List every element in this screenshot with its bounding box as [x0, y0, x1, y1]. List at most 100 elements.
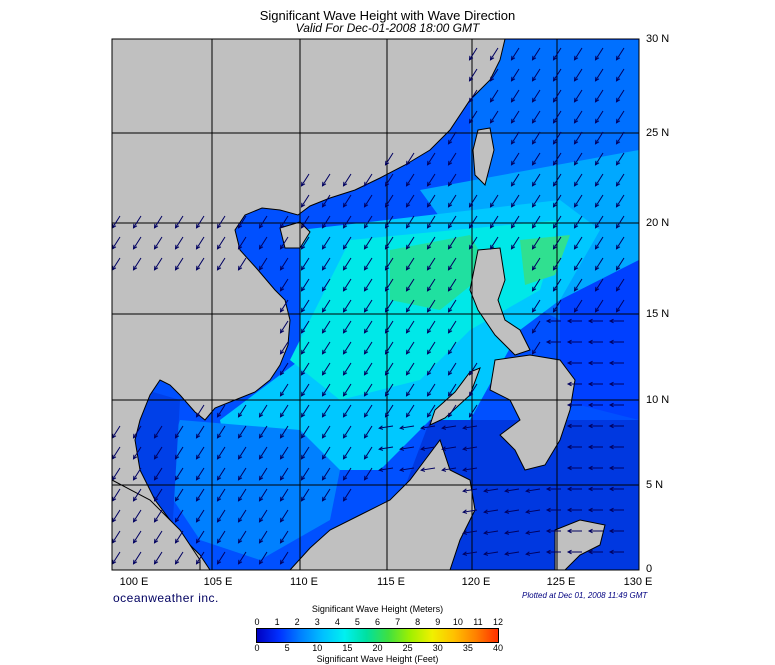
wave-arrow-head [132, 559, 138, 565]
wave-arrow-head [552, 265, 558, 271]
wave-arrow-head [525, 551, 531, 556]
wave-arrow [469, 194, 478, 208]
wave-arrow [574, 110, 583, 124]
wave-arrow-head [573, 307, 579, 313]
wave-arrow [364, 299, 373, 313]
wave-arrow-head [279, 307, 285, 313]
wave-arrow [322, 404, 331, 418]
wave-arrow [406, 152, 415, 166]
wave-arrow-head [279, 265, 285, 271]
wave-arrow [259, 530, 268, 544]
legend-meter-tick: 2 [294, 617, 300, 627]
wave-arrow [448, 131, 457, 145]
wave-arrow [217, 446, 226, 460]
wave-arrow-head [132, 538, 138, 544]
wave-arrow-head [237, 454, 243, 460]
wave-arrow [175, 236, 184, 250]
wave-arrow-head [608, 444, 614, 450]
brand-logo-text: oceanweather inc. [113, 591, 219, 605]
wave-arrow-head [608, 402, 614, 408]
wave-arrow [364, 425, 373, 439]
legend-meter-tick: 11 [473, 617, 483, 627]
legend-meter-tick: 6 [374, 617, 380, 627]
wave-arrow-head [447, 307, 453, 313]
wave-arrow-head [153, 454, 159, 460]
wave-arrow [448, 173, 457, 187]
wave-arrow [364, 467, 373, 481]
wave-arrow [595, 152, 604, 166]
wave-arrow [280, 509, 289, 523]
wave-arrow [400, 467, 415, 471]
wave-arrow-head [545, 318, 551, 324]
wave-arrow [406, 320, 415, 334]
wave-arrow [259, 425, 268, 439]
wave-arrow [364, 257, 373, 271]
wave-arrow [553, 89, 562, 103]
wave-arrow-head [573, 55, 579, 61]
wave-arrow [280, 404, 289, 418]
wave-arrow-head [216, 496, 222, 502]
wave-arrow-head [195, 454, 201, 460]
wave-arrow-head [426, 202, 432, 208]
wave-arrow-head [363, 391, 369, 397]
wave-arrow [238, 446, 247, 460]
wave-arrow [553, 110, 562, 124]
wave-arrow-head [342, 475, 348, 481]
wave-arrow-head [342, 391, 348, 397]
wave-arrow [616, 257, 625, 271]
wave-arrow [427, 404, 436, 418]
wave-arrow-head [384, 202, 390, 208]
wave-arrow-head [132, 433, 138, 439]
wave-arrow-head [615, 202, 621, 208]
graticule [112, 39, 639, 570]
wave-arrow-head [321, 496, 327, 502]
wave-arrow [112, 425, 121, 439]
wave-arrow-head [342, 286, 348, 292]
wave-arrow [463, 425, 478, 429]
wave-arrow [532, 68, 541, 82]
wave-arrow [469, 404, 478, 418]
legend-feet-tick: 40 [492, 643, 503, 653]
wave-arrow [421, 446, 436, 450]
wave-arrow-head [426, 349, 432, 355]
wave-arrow-head [342, 370, 348, 376]
wave-arrow-head [237, 265, 243, 271]
wave-arrow-head [300, 286, 306, 292]
wave-arrow [364, 215, 373, 229]
wave-arrow-head [566, 318, 572, 324]
wave-arrow-head [468, 118, 474, 124]
legend-feet-tick: 30 [432, 643, 443, 653]
wave-arrow [406, 215, 415, 229]
wave-arrow-head [195, 244, 201, 250]
wave-arrow-head [237, 244, 243, 250]
lat-label: 30 N [646, 33, 670, 45]
wave-arrow-head [399, 425, 405, 430]
wave-arrow [595, 215, 604, 229]
wave-arrow-head [342, 412, 348, 418]
wave-arrow [154, 257, 163, 271]
wave-arrow-head [608, 423, 614, 429]
wave-arrow-head [405, 349, 411, 355]
wave-arrow-head [279, 370, 285, 376]
wave-arrow-head [216, 223, 222, 229]
wave-arrow [385, 215, 394, 229]
wave-arrow-head [237, 496, 243, 502]
wave-arrow-head [363, 244, 369, 250]
wave-arrow [196, 236, 205, 250]
wave-arrow-head [363, 328, 369, 334]
legend-meter-tick: 10 [452, 617, 463, 627]
wave-arrow [301, 383, 310, 397]
wave-arrow-head [615, 76, 621, 82]
wave-arrow-head [279, 496, 285, 502]
wave-arrow-head [363, 307, 369, 313]
wave-arrow-head [566, 402, 572, 408]
legend-meter-tick: 5 [354, 617, 360, 627]
wave-arrow-head [237, 223, 243, 229]
wave-arrow-head [566, 381, 572, 387]
wave-arrow [364, 404, 373, 418]
wave-arrow-head [615, 160, 621, 166]
wave-arrow-head [279, 223, 285, 229]
wave-arrow [406, 299, 415, 313]
wave-arrow-head [489, 55, 495, 61]
wave-arrow-head [510, 76, 516, 82]
